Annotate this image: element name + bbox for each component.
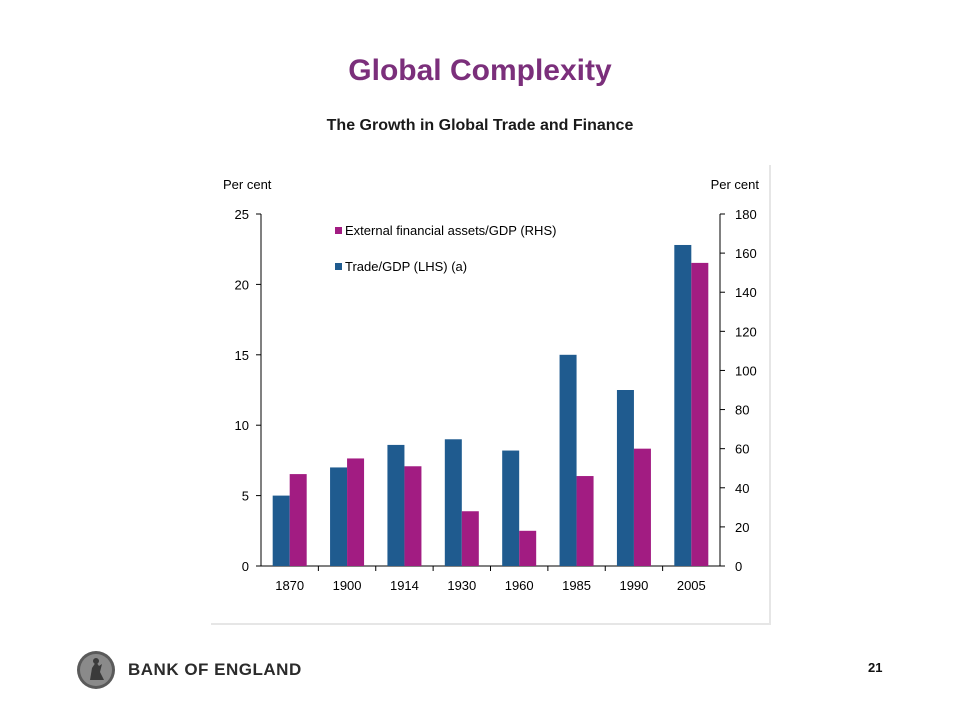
right-axis-tick-label: 100 [735,363,757,378]
right-axis-tick-label: 160 [735,246,757,261]
chart-subtitle: The Growth in Global Trade and Finance [326,117,634,134]
right-axis-tick-label: 80 [735,403,749,418]
slide-title: Global Complexity [348,54,612,87]
bar-trade-gdp [559,354,577,566]
left-axis-tick-label: 15 [235,348,249,363]
bar-external-assets-gdp [691,262,709,566]
right-axis-tick-label: 140 [735,285,757,300]
left-axis-tick-label: 0 [242,559,249,574]
bar-trade-gdp [674,244,692,566]
legend-label: External financial assets/GDP (RHS) [345,223,556,238]
left-axis-tick-label: 20 [235,277,249,292]
right-axis-tick-label: 60 [735,442,749,457]
right-axis-tick-label: 20 [735,520,749,535]
x-axis-category-label: 1870 [275,578,304,593]
bank-of-england-logo: BANK OF ENGLAND [76,648,302,692]
left-axis-tick-label: 5 [242,489,249,504]
left-axis-unit-label: Per cent [223,177,272,192]
bar-trade-gdp [330,467,348,566]
right-axis-tick-label: 0 [735,559,742,574]
chart-frame: 0 5 10 15 20 25 0 20 40 60 80 100 120 140 160 180 Per ce… [211,165,771,625]
page-number: 21 [868,660,883,675]
bar-external-assets-gdp [404,466,422,566]
bar-external-assets-gdp [633,448,651,566]
legend-swatch [335,227,342,234]
bar-trade-gdp [387,444,405,566]
bar-external-assets-gdp [347,458,365,566]
right-axis-tick-label: 180 [735,207,757,222]
left-axis-tick-label: 25 [235,207,249,222]
x-axis-category-label: 1960 [505,578,534,593]
legend-swatch [335,263,342,270]
bar-trade-gdp [616,390,634,566]
left-axis-tick-label: 10 [235,418,249,433]
right-axis-unit-label: Per cent [711,177,760,192]
x-axis-category-label: 1914 [390,578,419,593]
bar-chart: 0 5 10 15 20 25 0 20 40 60 80 100 120 140 160 180 Per ce… [223,177,760,593]
bar-external-assets-gdp [576,476,594,566]
right-axis-tick-label: 40 [735,481,749,496]
legend-label: Trade/GDP (LHS) (a) [345,259,467,274]
bar-trade-gdp [444,439,462,566]
bar-external-assets-gdp [519,530,537,566]
bar-trade-gdp [272,495,290,566]
x-axis-category-label: 2005 [677,578,706,593]
logo-text: BANK OF ENGLAND [128,660,302,679]
bar-trade-gdp [502,450,520,566]
x-axis-category-label: 1985 [562,578,591,593]
x-axis-category-label: 1930 [447,578,476,593]
x-axis-category-label: 1990 [619,578,648,593]
bar-external-assets-gdp [461,511,479,566]
bar-external-assets-gdp [289,474,307,566]
right-axis-tick-label: 120 [735,324,757,339]
britannia-seal-icon [77,651,115,689]
x-axis-category-label: 1900 [333,578,362,593]
